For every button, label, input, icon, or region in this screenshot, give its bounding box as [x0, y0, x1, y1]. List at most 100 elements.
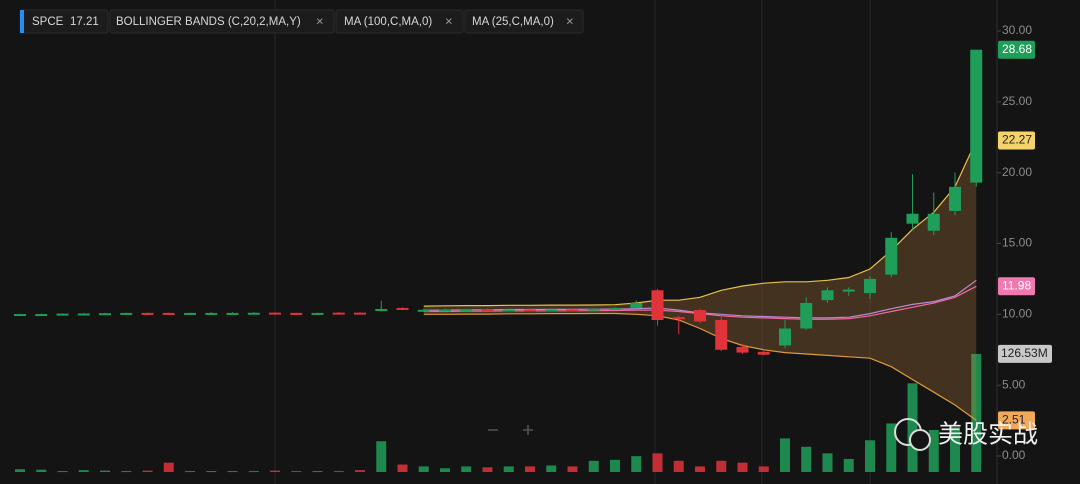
upper-band-label-box	[998, 131, 1035, 150]
candle-body	[184, 312, 196, 315]
close-icon[interactable]: ×	[566, 13, 574, 28]
last-price-label: 28.68	[1002, 42, 1032, 56]
volume-bar	[291, 471, 302, 473]
legend: SPCE 17.21 BOLLINGER BANDS (C,20,2,MA,Y)…	[19, 9, 584, 34]
upper-band-label: 22.27	[1002, 133, 1032, 147]
volume-bar	[631, 456, 642, 472]
volume-bar	[950, 427, 960, 472]
candle-body	[800, 303, 813, 329]
candle-body	[99, 313, 111, 316]
volume-label: 126.53M	[1001, 346, 1048, 360]
candle-body	[864, 278, 876, 294]
indicator-pill[interactable]	[464, 9, 584, 34]
candle-body	[502, 309, 515, 312]
volume-bar	[780, 438, 790, 472]
candle-body	[56, 313, 69, 316]
volume-bar	[227, 471, 238, 473]
ticker-marker	[20, 10, 24, 33]
candle-body	[332, 312, 345, 315]
candle-body	[141, 312, 154, 315]
volume-bar	[206, 471, 217, 473]
candle-body	[290, 312, 303, 315]
plot: 0.00 5.00 10.00 15.00 20.00 25.00 30.00 28.68 22…	[14, 23, 1052, 473]
volume-bar	[57, 471, 68, 473]
candle-body	[35, 314, 48, 317]
candle-body	[672, 317, 685, 320]
volume-bar	[100, 470, 110, 472]
ma-label: 11.98	[1002, 278, 1031, 292]
volume-bar	[397, 464, 408, 472]
volume-label-box	[998, 344, 1052, 363]
volume-bar	[36, 469, 47, 472]
volume-bar	[610, 459, 620, 472]
candle-body	[269, 312, 281, 315]
zoom-controls	[488, 425, 533, 435]
candle-body	[417, 309, 430, 312]
candle-body	[545, 309, 558, 312]
volume-bar	[312, 471, 323, 473]
volume-bar	[503, 466, 514, 472]
candle-body	[970, 49, 983, 183]
y-tick-label: 25.00	[1002, 94, 1032, 108]
volume-bar	[652, 453, 663, 472]
candle-body	[630, 303, 643, 308]
volume-bar	[843, 458, 854, 472]
ticker-price: 17.21	[70, 16, 99, 28]
lower-band-label: 2.51	[1002, 413, 1026, 427]
volume-bar	[78, 470, 89, 472]
candle-body	[715, 320, 728, 350]
y-tick-label: 5.00	[1002, 377, 1026, 391]
candle-body	[757, 351, 770, 355]
volume-bar	[865, 440, 875, 472]
y-tick-label: 15.00	[1002, 236, 1032, 250]
volume-bar	[695, 466, 705, 472]
volume-bar	[525, 466, 535, 472]
volume-bar	[376, 441, 387, 472]
candle-body	[354, 312, 366, 315]
indicator-label: MA (100,C,MA,0)	[344, 16, 432, 28]
volume-bar	[163, 462, 174, 472]
volume-bar	[546, 465, 557, 472]
volume-bar	[355, 470, 365, 472]
indicator-label: MA (25,C,MA,0)	[472, 16, 554, 28]
candle-body	[120, 312, 133, 315]
candle-body	[906, 213, 919, 224]
volume-bar	[121, 471, 132, 473]
indicator-label: BOLLINGER BANDS (C,20,2,MA,Y)	[116, 16, 301, 28]
volume-bar	[716, 460, 727, 472]
indicator-pill[interactable]	[335, 9, 464, 34]
close-icon[interactable]: ×	[445, 13, 453, 28]
volume-bar	[886, 423, 897, 472]
ticker: SPCE	[32, 16, 64, 28]
candle-body	[842, 289, 855, 292]
candle-body	[949, 186, 961, 211]
volume-bar	[482, 467, 493, 472]
candle-body	[226, 312, 239, 315]
volume-bar	[737, 462, 748, 472]
candle-body	[205, 312, 218, 315]
volume-bar	[15, 469, 25, 472]
y-tick-label: 30.00	[1002, 23, 1032, 37]
volume-bar	[248, 471, 259, 473]
volume-bar	[142, 470, 153, 472]
indicator-pill[interactable]	[109, 9, 335, 34]
volume-bar	[822, 453, 833, 472]
bollinger-upper	[423, 140, 977, 307]
vertical-bands	[274, 0, 871, 484]
candle-body	[439, 309, 451, 312]
candle-body	[524, 309, 536, 312]
candle-body	[927, 213, 940, 231]
band-fill	[423, 140, 977, 421]
candle-body	[247, 312, 260, 315]
volume-bar	[333, 471, 344, 473]
bollinger-lower	[423, 312, 977, 421]
candle-body	[821, 290, 834, 301]
volume-bar	[567, 466, 578, 472]
candle-body	[481, 309, 494, 312]
last-price-label-box	[998, 40, 1035, 59]
candle-body	[375, 308, 388, 311]
candle-body	[566, 309, 579, 312]
volume-bar	[801, 446, 812, 472]
candle-body	[396, 307, 409, 310]
close-icon[interactable]: ×	[316, 13, 324, 28]
